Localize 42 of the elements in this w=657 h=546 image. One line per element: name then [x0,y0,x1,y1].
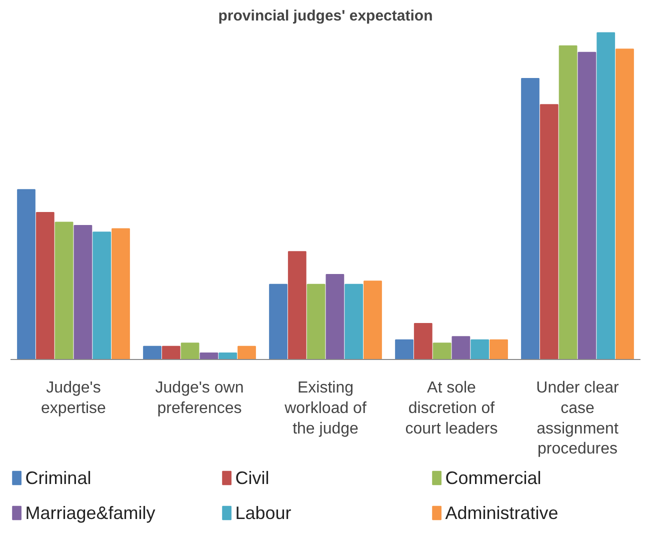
bar [143,346,162,360]
legend-label: Civil [235,468,270,488]
x-tick-label: Under clear case assignment procedures [536,380,620,458]
bar [92,232,112,360]
bar [17,189,36,360]
legend-label: Criminal [25,468,92,488]
bar [288,251,306,360]
legend-label: Labour [235,503,292,523]
bar [74,225,92,360]
bar [162,346,180,360]
bar [36,212,54,360]
bar [558,45,578,360]
legend-label: Commercial [445,468,542,488]
bar [540,104,558,360]
bar [344,284,364,360]
bar [54,222,74,360]
x-tick-label: At sole discretion of court leaders [405,380,498,438]
bar [180,342,200,360]
chart-title: provincial judges' expectation [218,8,433,24]
bar [218,352,238,360]
bar [364,280,382,360]
bar [306,284,326,360]
x-tick-label: Existing workload of the judge [284,380,367,438]
bar [578,52,596,360]
bar [490,339,508,360]
bar [326,274,344,360]
bar [432,342,452,360]
legend-label: Marriage&family [25,503,156,523]
bar [200,352,218,360]
bar [596,32,616,360]
bar [452,336,470,360]
bar [238,346,256,360]
bar [395,339,414,360]
bar [521,78,540,360]
bar [414,323,432,360]
bar [470,339,490,360]
x-tick-label: Judge's own preferences [155,380,244,417]
bar [269,284,288,360]
bar [112,228,130,360]
legend-label: Administrative [445,503,558,523]
bar [616,48,634,360]
x-tick-label: Judge's expertise [41,380,106,417]
